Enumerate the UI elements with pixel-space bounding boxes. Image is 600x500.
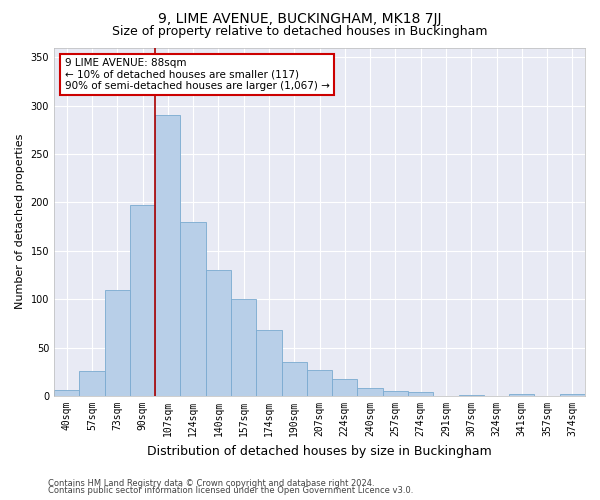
Text: Size of property relative to detached houses in Buckingham: Size of property relative to detached ho… — [112, 25, 488, 38]
Bar — [458, 395, 484, 396]
Text: 9, LIME AVENUE, BUCKINGHAM, MK18 7JJ: 9, LIME AVENUE, BUCKINGHAM, MK18 7JJ — [158, 12, 442, 26]
Bar — [130, 206, 155, 396]
Bar — [231, 299, 256, 396]
Text: Contains HM Land Registry data © Crown copyright and database right 2024.: Contains HM Land Registry data © Crown c… — [48, 478, 374, 488]
Bar — [281, 362, 307, 396]
Bar — [54, 390, 79, 396]
Bar — [79, 371, 104, 396]
Text: Contains public sector information licensed under the Open Government Licence v3: Contains public sector information licen… — [48, 486, 413, 495]
Bar — [509, 394, 535, 396]
X-axis label: Distribution of detached houses by size in Buckingham: Distribution of detached houses by size … — [147, 444, 492, 458]
Bar — [104, 290, 130, 396]
Bar — [155, 116, 181, 396]
Text: 9 LIME AVENUE: 88sqm
← 10% of detached houses are smaller (117)
90% of semi-deta: 9 LIME AVENUE: 88sqm ← 10% of detached h… — [65, 58, 329, 91]
Bar — [332, 378, 358, 396]
Bar — [560, 394, 585, 396]
Bar — [358, 388, 383, 396]
Y-axis label: Number of detached properties: Number of detached properties — [15, 134, 25, 310]
Bar — [383, 391, 408, 396]
Bar — [206, 270, 231, 396]
Bar — [181, 222, 206, 396]
Bar — [307, 370, 332, 396]
Bar — [256, 330, 281, 396]
Bar — [408, 392, 433, 396]
